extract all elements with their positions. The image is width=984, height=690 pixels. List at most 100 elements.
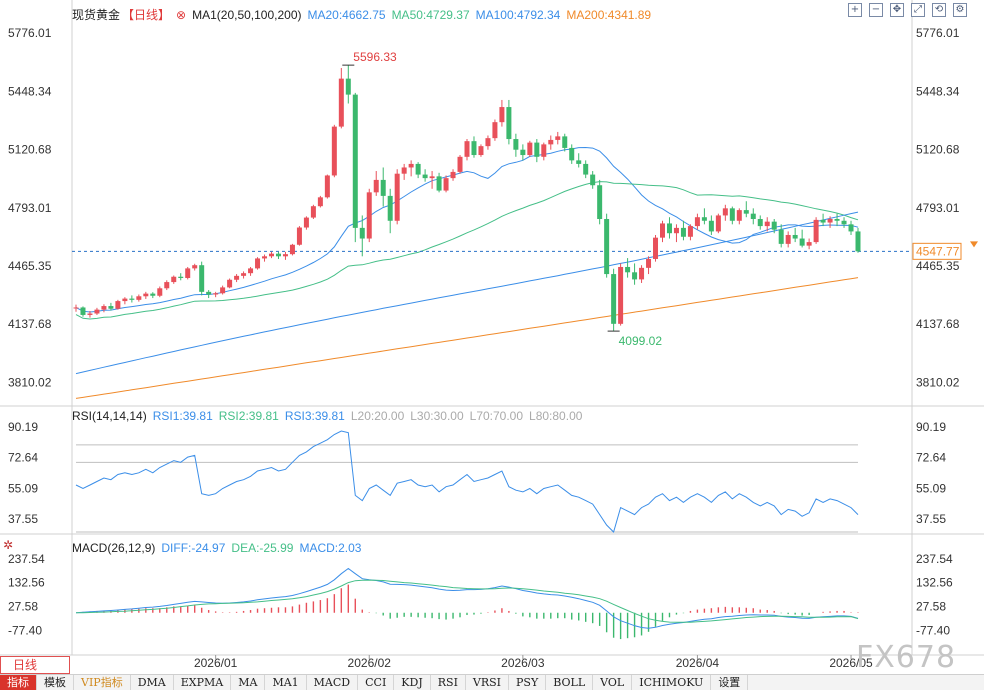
time-axis: 2026/01 2026/02 2026/03 2026/04 2026/05 <box>194 655 873 670</box>
indicator-tab-13[interactable]: BOLL <box>546 675 594 690</box>
candle-body <box>289 244 295 255</box>
l70-value: L70:70.00 <box>469 409 524 423</box>
candle-body <box>855 231 861 252</box>
current-price-label: 4547.77 <box>916 244 960 258</box>
candle-body <box>296 227 302 245</box>
candle-body <box>673 227 679 234</box>
panel-borders <box>0 0 984 656</box>
rsi-tick-right-2: 55.09 <box>916 481 946 495</box>
candle-body <box>317 197 323 207</box>
candle-body <box>597 185 603 219</box>
rsi-tick-left-2: 55.09 <box>8 481 38 495</box>
reset-icon[interactable]: ⟲ <box>932 3 946 17</box>
price-tick-right-6: 3810.02 <box>916 375 960 389</box>
moving-averages <box>75 146 859 399</box>
candle-body <box>499 107 505 123</box>
indicator-tab-2[interactable]: VIP指标 <box>74 675 131 690</box>
candle-body <box>143 293 149 297</box>
candle-body <box>632 272 638 280</box>
candle-body <box>694 217 700 227</box>
candle-body <box>185 268 191 278</box>
watermark: FX678 <box>856 640 957 675</box>
candle-body <box>757 218 763 227</box>
candle-body <box>680 227 686 237</box>
candle-body <box>394 173 400 221</box>
fullscreen-icon[interactable]: ⤢ <box>911 3 925 17</box>
x-tick-1: 2026/02 <box>348 656 392 670</box>
indicator-tab-1[interactable]: 模板 <box>37 675 74 690</box>
price-tick-right-5: 4137.68 <box>916 317 960 331</box>
price-tick-right-0: 5776.01 <box>916 26 960 40</box>
candle-body <box>750 213 756 219</box>
candle-body <box>415 163 421 175</box>
indicator-tab-0[interactable]: 指标 <box>0 675 37 690</box>
indicator-tab-7[interactable]: MACD <box>307 675 359 690</box>
macd-tick-left-3: -77.40 <box>8 623 42 637</box>
candle-body <box>625 266 631 273</box>
candle-body <box>555 136 561 140</box>
candle-body <box>520 149 526 156</box>
candle-body <box>129 298 135 300</box>
candle-body <box>604 218 610 275</box>
rsi-line <box>75 430 859 533</box>
settings-icon[interactable]: ⚙ <box>953 3 967 17</box>
x-tick-2: 2026/03 <box>501 656 545 670</box>
macd-tick-right-2: 27.58 <box>916 599 946 613</box>
indicator-tab-3[interactable]: DMA <box>131 675 174 690</box>
candle-body <box>150 293 156 296</box>
macd-tick-right-1: 132.56 <box>916 576 953 590</box>
candle-body <box>715 215 721 232</box>
zoom-out-icon[interactable]: − <box>869 3 883 17</box>
indicator-tab-4[interactable]: EXPMA <box>174 675 232 690</box>
candle-body <box>136 296 142 300</box>
candle-body <box>541 144 547 157</box>
candle-body <box>562 136 568 148</box>
indicator-tab-5[interactable]: MA <box>231 675 266 690</box>
candle-body <box>834 218 840 221</box>
ma100-line <box>75 211 859 375</box>
zoom-in-icon[interactable]: + <box>848 3 862 17</box>
ma200-line <box>75 277 859 399</box>
candle-body <box>429 176 435 179</box>
candle-body <box>269 253 274 257</box>
candlesticks: 5596.33 4099.02 <box>72 50 912 348</box>
period-tab-daily[interactable]: 日线 <box>0 656 70 674</box>
candle-body <box>408 163 414 168</box>
candle-body <box>799 238 805 246</box>
candle-body <box>618 266 624 324</box>
price-axis: 5776.01 5776.01 5448.34 5448.34 5120.68 5120.… <box>8 26 978 389</box>
rsi-legend: RSI(14,14,14) RSI1:39.81 RSI2:39.81 RSI3… <box>72 409 582 423</box>
price-tick-right-4: 4465.35 <box>916 259 960 273</box>
macd-tick-left-1: 132.56 <box>8 576 45 590</box>
candle-body <box>373 179 379 193</box>
indicator-tab-16[interactable]: 设置 <box>711 675 749 690</box>
candle-body <box>827 218 833 223</box>
indicator-tab-6[interactable]: MA1 <box>265 675 307 690</box>
indicator-tab-12[interactable]: PSY <box>509 675 547 690</box>
indicator-tab-11[interactable]: VRSI <box>466 675 510 690</box>
indicator-tab-9[interactable]: KDJ <box>394 675 431 690</box>
candle-body <box>729 208 735 221</box>
candle-body <box>234 275 240 280</box>
indicator-tab-15[interactable]: ICHIMOKU <box>632 675 712 690</box>
candle-body <box>848 224 854 232</box>
candle-body <box>471 141 477 156</box>
candle-body <box>380 179 386 196</box>
candle-body <box>457 156 463 172</box>
candle-body <box>227 279 233 288</box>
indicator-tab-14[interactable]: VOL <box>593 675 633 690</box>
price-tick-left-3: 4793.01 <box>8 201 52 215</box>
candle-body <box>792 234 798 239</box>
candle-body <box>506 107 512 140</box>
macd-settings-icon[interactable]: ✲ <box>3 538 14 552</box>
candle-body <box>527 142 533 156</box>
pan-icon[interactable]: ✥ <box>890 3 904 17</box>
indicator-tab-10[interactable]: RSI <box>431 675 466 690</box>
rsi3-value: RSI3:39.81 <box>284 409 345 423</box>
instrument-title: 现货黄金 <box>72 8 121 22</box>
candle-body <box>806 242 812 246</box>
candle-body <box>660 223 665 238</box>
indicator-tab-8[interactable]: CCI <box>358 675 395 690</box>
ma-settings-icon[interactable]: ⊗ <box>176 7 187 22</box>
